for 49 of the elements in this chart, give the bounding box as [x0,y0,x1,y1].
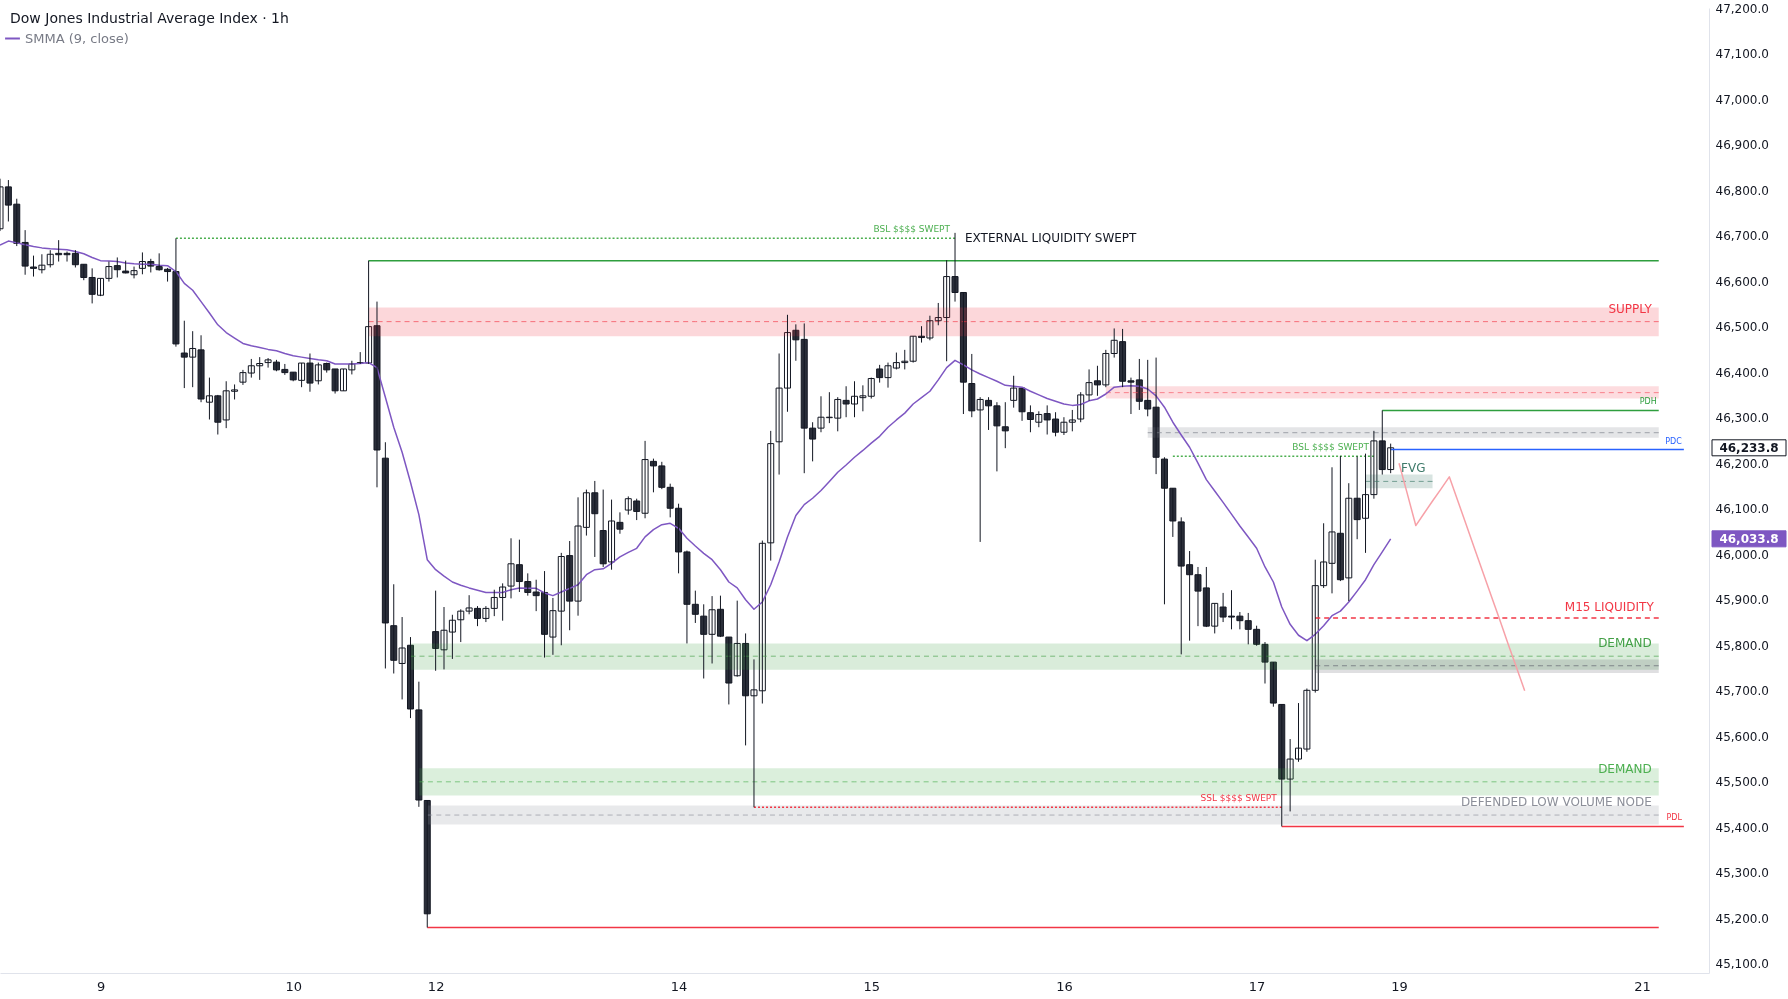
annotation: EXTERNAL LIQUIDITY SWEPT [965,231,1138,246]
text: 46,033.8 [1719,531,1779,546]
y-tick-label: 46,800.0 [1715,183,1769,198]
x-tick-label: 19 [1391,978,1408,994]
y-tick-label: 46,000.0 [1715,547,1769,562]
series-label: SSL $$$$ SWEPT [1200,793,1278,804]
x-tick-label: 10 [285,978,302,994]
series-label: FVG [1401,461,1426,476]
series-label: BSL $$$$ SWEPT [873,224,951,235]
y-tick-label: 46,500.0 [1715,320,1769,335]
series-label: PDH [1639,397,1657,407]
text: 46,233.8 [1719,440,1779,455]
y-tick-label: 46,400.0 [1715,365,1769,380]
y-tick-label: 45,200.0 [1715,911,1769,926]
y-tick-label: 45,300.0 [1715,866,1769,881]
y-tick-label: 46,200.0 [1715,456,1769,471]
series-label: BSL $$$$ SWEPT [1292,442,1370,453]
legend-label: SMMA (9, close) [25,30,129,46]
x-tick-label: 21 [1634,978,1651,994]
y-tick-label: 46,600.0 [1715,274,1769,289]
series-label: DEMAND [1598,636,1652,651]
y-tick-label: 47,200.0 [1715,1,1769,16]
series-label: M15 LIQUIDITY [1564,599,1655,614]
y-tick-label: 45,700.0 [1715,684,1769,699]
y-tick-label: 45,600.0 [1715,729,1769,744]
y-tick-label: 46,700.0 [1715,229,1769,244]
x-tick-label: 9 [96,978,106,994]
series-label: PDL [1666,813,1683,823]
y-tick-label: 45,500.0 [1715,775,1769,790]
x-tick-label: 15 [863,978,881,994]
x-tick-label: 16 [1056,978,1073,994]
y-tick-label: 45,900.0 [1715,593,1769,608]
line-series [1398,462,1526,692]
series-label: PDC [1665,436,1683,446]
chart-title: Dow Jones Industrial Average Index · 1h [10,10,289,26]
series-label: DEMAND [1598,761,1652,776]
y-tick-label: 47,000.0 [1715,92,1769,107]
y-tick-label: 46,100.0 [1715,502,1769,517]
y-tick-label: 45,400.0 [1715,820,1769,835]
y-tick-label: 45,800.0 [1715,638,1769,653]
y-tick-label: 47,100.0 [1715,47,1769,62]
x-tick-label: 14 [670,978,688,994]
y-tick-label: 46,300.0 [1715,411,1769,426]
y-tick-label: 45,100.0 [1715,957,1769,972]
x-tick-label: 17 [1248,978,1266,994]
series-label: DEFENDED LOW VOLUME NODE [1460,795,1652,810]
x-tick-label: 12 [427,978,445,994]
series-label: SUPPLY [1608,301,1653,316]
y-tick-label: 46,900.0 [1715,138,1769,153]
